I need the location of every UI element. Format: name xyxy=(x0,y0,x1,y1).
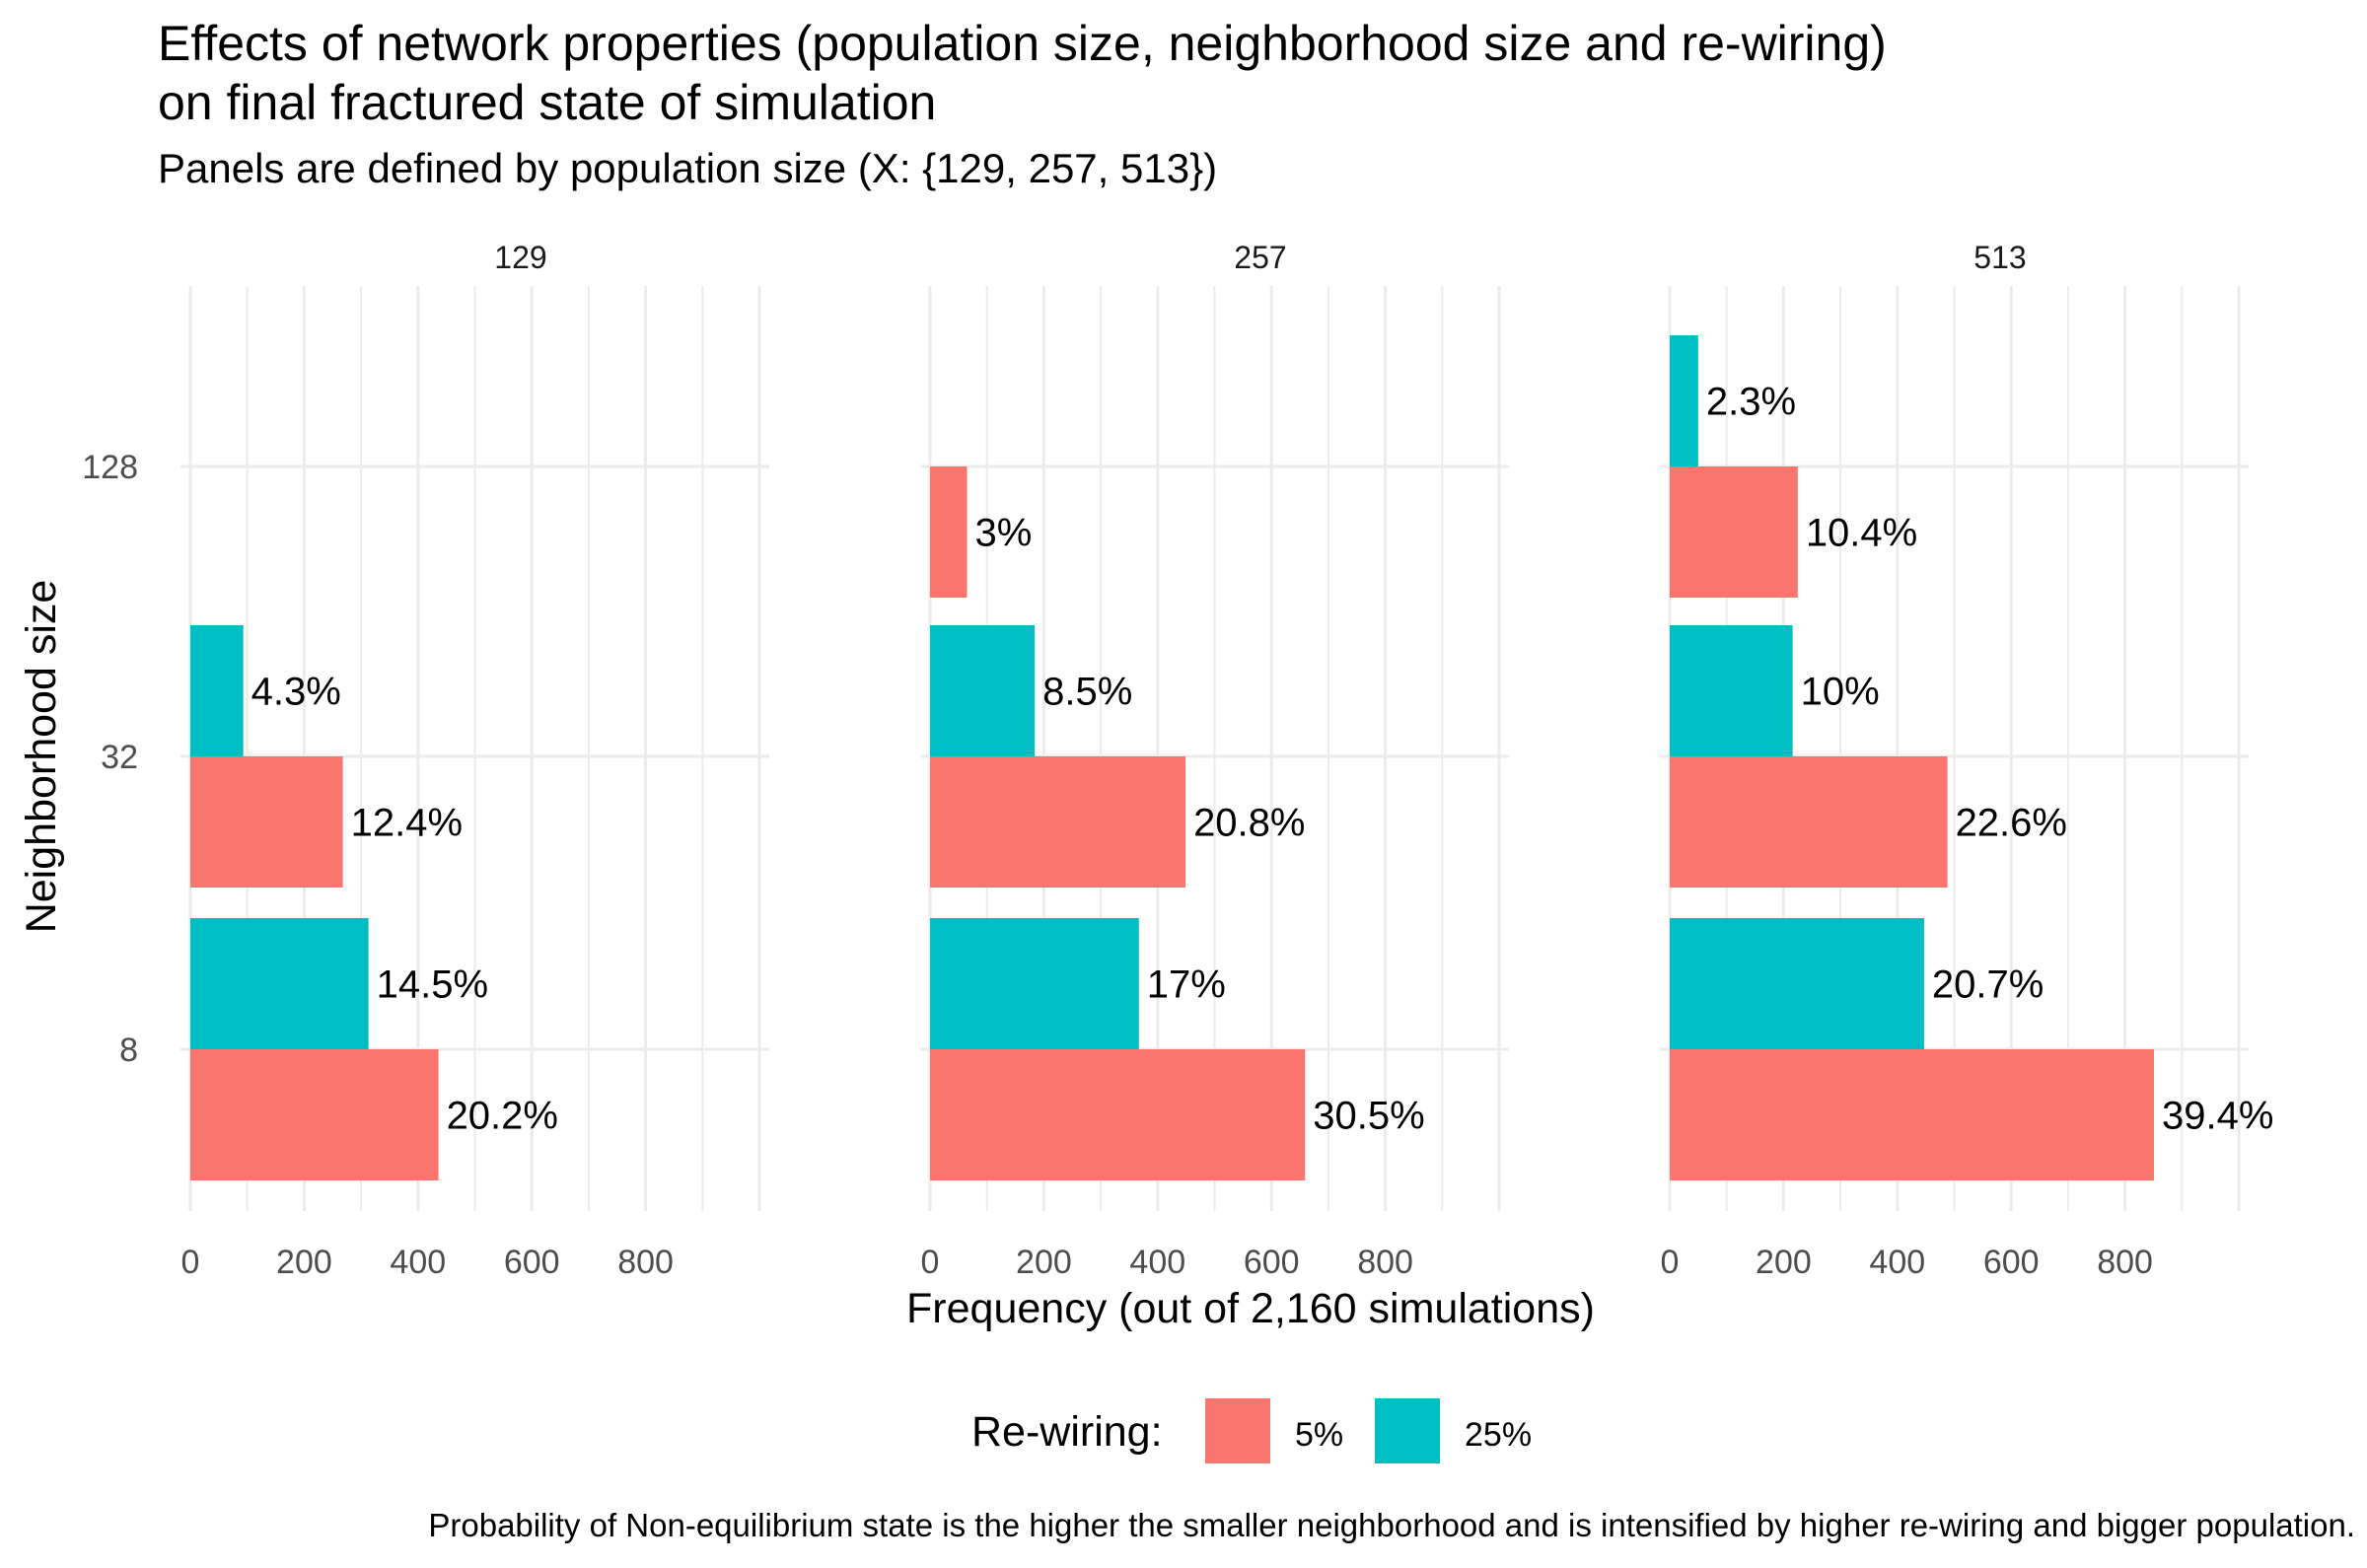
x-tick-label: 0 xyxy=(1661,1244,1680,1281)
bar xyxy=(930,756,1186,888)
chart-title-line-2: on final fractured state of simulation xyxy=(158,75,937,130)
x-axis-title: Frequency (out of 2,160 simulations) xyxy=(906,1285,1595,1332)
bar xyxy=(1670,335,1698,466)
bar xyxy=(1670,466,1798,598)
chart-subtitle: Panels are defined by population size (X… xyxy=(158,145,1218,191)
bar xyxy=(930,625,1036,756)
y-tick-label: 128 xyxy=(82,449,138,486)
legend-title: Re-wiring: xyxy=(971,1408,1163,1456)
panel-strip-label: 129 xyxy=(494,240,546,275)
legend-label-25pct: 25% xyxy=(1465,1416,1533,1454)
chart-title-line-1: Effects of network properties (populatio… xyxy=(158,16,1887,71)
y-tick-label: 32 xyxy=(101,739,138,776)
legend-key-25pct xyxy=(1375,1398,1440,1463)
bar-data-label: 12.4% xyxy=(351,802,463,845)
bar xyxy=(1670,918,1924,1049)
bar-data-label: 14.5% xyxy=(377,963,488,1007)
bar-data-label: 22.6% xyxy=(1956,802,2067,845)
bar-data-label: 17% xyxy=(1147,963,1226,1007)
bar-data-label: 39.4% xyxy=(2162,1095,2273,1138)
bar-data-label: 10.4% xyxy=(1806,512,1917,555)
bar-data-label: 2.3% xyxy=(1706,381,1796,424)
legend-key-5pct xyxy=(1205,1398,1270,1463)
bar xyxy=(930,466,968,598)
y-tick-label: 8 xyxy=(119,1032,138,1069)
x-tick-label: 400 xyxy=(1869,1244,1925,1281)
x-tick-label: 600 xyxy=(1983,1244,2040,1281)
x-tick-label: 400 xyxy=(1129,1244,1185,1281)
panel-strip-label: 513 xyxy=(1973,240,2026,275)
bar-data-label: 20.8% xyxy=(1193,802,1305,845)
x-tick-label: 800 xyxy=(617,1244,674,1281)
x-tick-label: 200 xyxy=(1016,1244,1072,1281)
bar-data-label: 20.2% xyxy=(447,1095,558,1138)
bar-data-label: 3% xyxy=(975,512,1033,555)
chart-title: Effects of network properties (populatio… xyxy=(158,14,2328,132)
panel-strip-label: 257 xyxy=(1234,240,1286,275)
legend-label-5pct: 5% xyxy=(1295,1416,1344,1454)
x-tick-label: 0 xyxy=(181,1244,200,1281)
bar-data-label: 30.5% xyxy=(1313,1095,1424,1138)
legend: Re-wiring: 5% 25% xyxy=(0,1398,2367,1477)
panel-257: 257 30.5% 20.8% 3% 17% 8.5% 0 200 400 600 800 xyxy=(920,240,1509,1281)
bar-data-label: 4.3% xyxy=(251,671,341,714)
bar xyxy=(190,918,369,1049)
bar-data-label: 20.7% xyxy=(1932,963,2044,1007)
bar xyxy=(930,1049,1306,1180)
panel-129: 129 20.2% 12.4% 14.5% 4.3% 0 200 400 600 800 xyxy=(180,240,769,1281)
bar xyxy=(190,756,343,888)
chart-caption: Probability of Non-equilibrium state is … xyxy=(428,1507,2355,1543)
x-tick-label: 800 xyxy=(2097,1244,2153,1281)
bar xyxy=(930,918,1139,1049)
x-tick-label: 400 xyxy=(390,1244,446,1281)
bar xyxy=(1670,756,1948,888)
panel-513: 513 39.4% 22.6% 10.4% 20.7% 10% 2.3% 0 200 400 600… xyxy=(1660,240,2273,1281)
x-tick-label: 200 xyxy=(1756,1244,1812,1281)
x-tick-label: 800 xyxy=(1357,1244,1413,1281)
bar xyxy=(1670,1049,2155,1180)
x-tick-label: 600 xyxy=(504,1244,560,1281)
bar-data-label: 8.5% xyxy=(1042,671,1132,714)
bar xyxy=(190,625,244,756)
bar xyxy=(1670,625,1793,756)
x-tick-label: 0 xyxy=(921,1244,940,1281)
x-tick-label: 200 xyxy=(276,1244,332,1281)
y-axis-title: Neighborhood size xyxy=(18,580,65,934)
bar-data-label: 10% xyxy=(1801,671,1880,714)
x-tick-label: 600 xyxy=(1244,1244,1300,1281)
bar xyxy=(190,1049,439,1180)
